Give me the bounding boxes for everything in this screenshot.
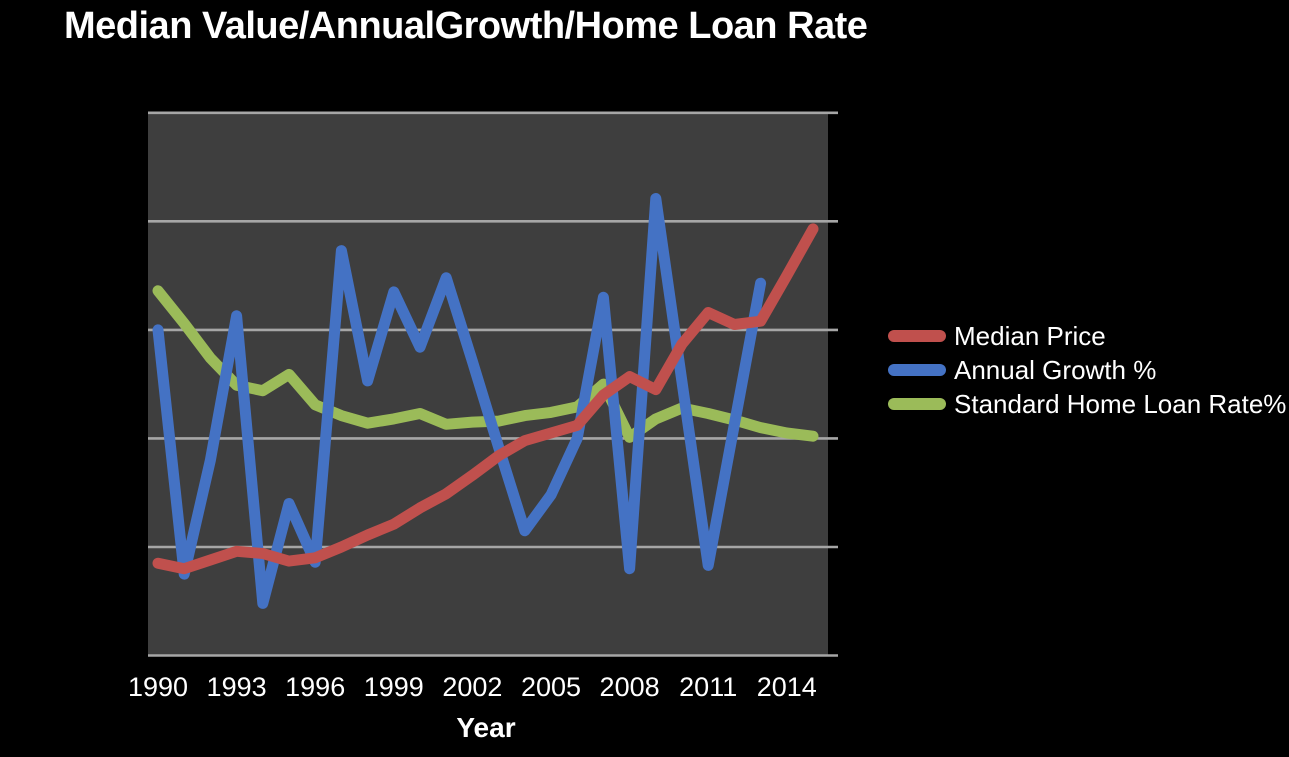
x-axis-tick-label: 1996 — [285, 672, 346, 702]
series-median-price-line — [152, 223, 819, 575]
x-axis-tick-label: 2002 — [442, 672, 503, 702]
legend-swatch-median-price — [888, 330, 946, 342]
legend-item-annual-growth: Annual Growth % — [888, 353, 1286, 387]
legend-label: Standard Home Loan Rate% — [954, 388, 1287, 419]
x-axis-title: Year — [456, 712, 516, 743]
legend-swatch-home-loan-rate — [888, 398, 946, 410]
legend-swatch-annual-growth — [888, 364, 946, 376]
x-axis-tick-label: 1993 — [206, 672, 267, 702]
legend-label: Annual Growth % — [954, 354, 1157, 385]
legend-item-home-loan-rate: Standard Home Loan Rate% — [888, 387, 1286, 421]
legend-item-median-price: Median Price — [888, 319, 1286, 353]
x-axis: 1990 1993 1996 1999 2002 2005 2008 2011 2014 — [0, 672, 1289, 706]
x-axis-tick-label: 2008 — [599, 672, 660, 702]
x-axis-tick-label: 2005 — [520, 672, 582, 702]
legend-label: Median Price — [954, 320, 1106, 351]
legend: Median Price Annual Growth % Standard Home… — [888, 319, 1286, 421]
x-axis-tick-label: 1990 — [127, 672, 189, 702]
chart-title: Median Value/AnnualGrowth/Home Loan Rate — [64, 5, 868, 47]
x-axis-tick-label: 1999 — [363, 672, 424, 702]
x-axis-tick-label: 2014 — [756, 672, 817, 702]
x-axis-tick-label: 2011 — [679, 672, 738, 702]
